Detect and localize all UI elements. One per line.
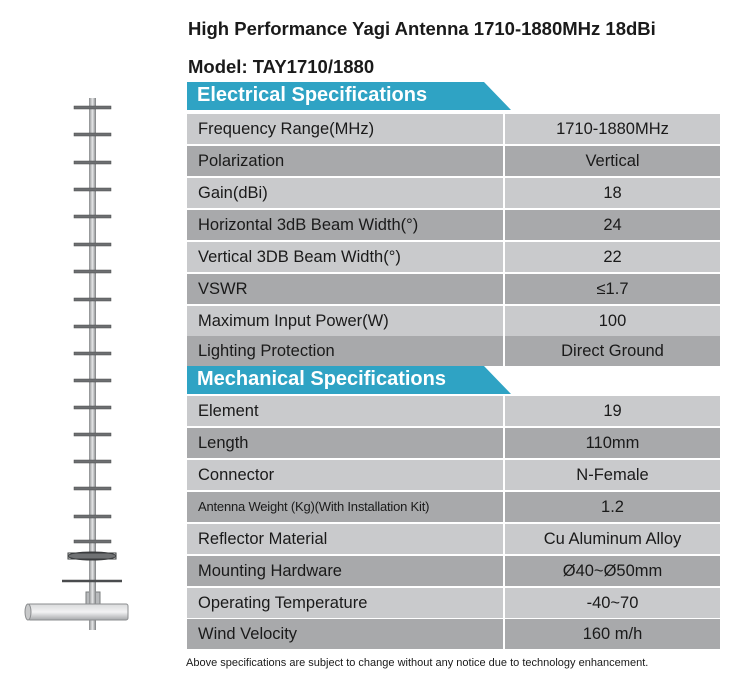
spec-value: Cu Aluminum Alloy: [505, 524, 720, 554]
spec-row-polarization: Polarization Vertical: [187, 146, 720, 176]
spec-value: Ø40~Ø50mm: [505, 556, 720, 586]
spec-row-horizontal-beam: Horizontal 3dB Beam Width(°) 24: [187, 210, 720, 240]
spec-label: Frequency Range(MHz): [187, 114, 503, 144]
antenna-director-element: [73, 242, 112, 247]
mechanical-heading: Mechanical Specifications: [197, 368, 446, 390]
spec-value: Vertical: [505, 146, 720, 176]
spec-row-vertical-beam: Vertical 3DB Beam Width(°) 22: [187, 242, 720, 272]
antenna-director-element: [73, 459, 112, 464]
antenna-director-element: [73, 160, 112, 165]
spec-row-temperature: Operating Temperature -40~70: [187, 588, 720, 618]
model-number: Model: TAY1710/1880: [188, 56, 375, 77]
electrical-heading: Electrical Specifications: [197, 84, 428, 106]
antenna-director-element: [73, 269, 112, 274]
spec-value: 160 m/h: [505, 619, 720, 649]
spec-value: 19: [505, 396, 720, 426]
antenna-director-element: [73, 539, 112, 544]
mechanical-section-header: Mechanical Specifications: [187, 366, 511, 394]
spec-label: Wind Velocity: [187, 619, 503, 649]
spec-label: Mounting Hardware: [187, 556, 503, 586]
spec-row-vswr: VSWR ≤1.7: [187, 274, 720, 304]
spec-value: N-Female: [505, 460, 720, 490]
spec-value: ≤1.7: [505, 274, 720, 304]
spec-label: Vertical 3DB Beam Width(°): [187, 242, 503, 272]
spec-label: Polarization: [187, 146, 503, 176]
spec-row-connector: Connector N-Female: [187, 460, 720, 490]
antenna-director-element: [73, 486, 112, 491]
electrical-section-header: Electrical Specifications: [187, 82, 511, 110]
spec-row-wind: Wind Velocity 160 m/h: [187, 619, 720, 649]
antenna-director-element: [73, 378, 112, 383]
spec-label: Horizontal 3dB Beam Width(°): [187, 210, 503, 240]
spec-value: 22: [505, 242, 720, 272]
spec-label: VSWR: [187, 274, 503, 304]
spec-row-element: Element 19: [187, 396, 720, 426]
antenna-director-element: [73, 514, 112, 519]
spec-label: Lighting Protection: [187, 336, 503, 366]
spec-row-lightning: Lighting Protection Direct Ground: [187, 336, 720, 366]
spec-label: Operating Temperature: [187, 588, 503, 618]
spec-row-weight: Antenna Weight (Kg)(With Installation Ki…: [187, 492, 720, 522]
spec-row-frequency: Frequency Range(MHz) 1710-1880MHz: [187, 114, 720, 144]
yagi-antenna-image: [24, 98, 129, 630]
spec-value: 1.2: [505, 492, 720, 522]
spec-row-length: Length 110mm: [187, 428, 720, 458]
spec-row-reflector: Reflector Material Cu Aluminum Alloy: [187, 524, 720, 554]
disclaimer-note: Above specifications are subject to chan…: [186, 657, 649, 669]
spec-value: 24: [505, 210, 720, 240]
spec-label: Connector: [187, 460, 503, 490]
spec-value: 110mm: [505, 428, 720, 458]
antenna-director-element: [73, 405, 112, 410]
spec-label: Element: [187, 396, 503, 426]
spec-row-mounting: Mounting Hardware Ø40~Ø50mm: [187, 556, 720, 586]
antenna-director-element: [73, 297, 112, 302]
spec-label: Reflector Material: [187, 524, 503, 554]
spec-value: 100: [505, 306, 720, 336]
spec-row-input-power: Maximum Input Power(W) 100: [187, 306, 720, 336]
spec-value: 18: [505, 178, 720, 208]
spec-value: 1710-1880MHz: [505, 114, 720, 144]
spec-label: Gain(dBi): [187, 178, 503, 208]
spec-row-gain: Gain(dBi) 18: [187, 178, 720, 208]
spec-label: Maximum Input Power(W): [187, 306, 503, 336]
antenna-director-element: [73, 132, 112, 137]
spec-value: -40~70: [505, 588, 720, 618]
antenna-director-element: [73, 187, 112, 192]
antenna-director-element: [73, 324, 112, 329]
antenna-director-element: [73, 214, 112, 219]
spec-label: Length: [187, 428, 503, 458]
antenna-director-element: [73, 105, 112, 110]
antenna-director-element: [73, 432, 112, 437]
product-title: High Performance Yagi Antenna 1710-1880M…: [188, 18, 656, 39]
antenna-director-element: [73, 351, 112, 356]
spec-label: Antenna Weight (Kg)(With Installation Ki…: [187, 492, 503, 522]
spec-value: Direct Ground: [505, 336, 720, 366]
